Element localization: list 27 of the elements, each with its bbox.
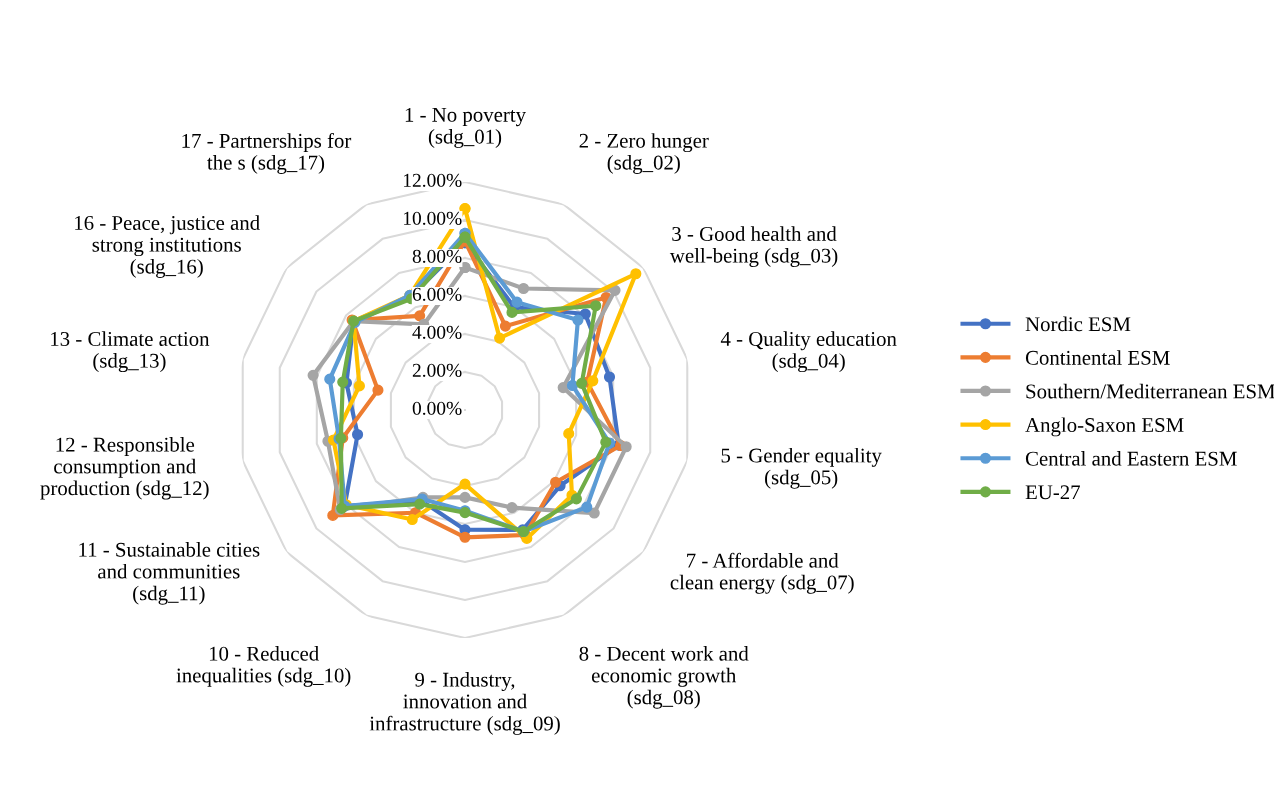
- legend-label: Continental ESM: [1025, 350, 1170, 365]
- y-tick-label: 6.00%: [412, 287, 462, 301]
- spoke-label: 3 - Good health and well-being (sdg_03): [669, 226, 838, 267]
- legend-label: Central and Eastern ESM: [1025, 451, 1237, 466]
- y-tick-label: 0.00%: [412, 401, 462, 415]
- spoke-label: 13 - Climate action (sdg_13): [51, 331, 210, 373]
- spoke-label: 5 - Gender equality (sdg_05): [721, 447, 882, 489]
- spoke-label: 16 - Peace, justice and strong institutions (sdg_16): [75, 215, 260, 278]
- legend-label: Anglo-Saxon ESM: [1025, 417, 1184, 437]
- legend-label: Southern/Mediterranean ESM: [1026, 383, 1274, 399]
- y-tick-label: 10.00%: [403, 211, 462, 225]
- spoke-label: 4 - Quality education (sdg_04): [720, 331, 897, 373]
- y-tick-label: 4.00%: [412, 325, 462, 339]
- spoke-label: 8 - Decent work and economic growth (sdg_08): [579, 646, 749, 709]
- legend-label: EU-27: [1025, 485, 1080, 500]
- spoke-label: 9 - Industry, innovation and infrastructure (sdg_09): [369, 672, 560, 735]
- y-tick-label: 2.00%: [412, 363, 462, 377]
- spoke-label: 10 - Reduced inequalities (sdg_10): [176, 646, 351, 687]
- y-tick-label: 12.00%: [403, 173, 462, 187]
- spoke-label: 17 - Partnerships for the s (sdg_17): [182, 132, 352, 174]
- legend-label: Nordic ESM: [1025, 316, 1131, 332]
- spoke-label: 2 - Zero hunger (sdg_02): [579, 133, 709, 174]
- spoke-label: 11 - Sustainable cities and communities (sdg_11): [79, 542, 260, 605]
- y-tick-label: 8.00%: [412, 249, 462, 263]
- spoke-label: 12 - Responsible consumption and production (sdg_12): [40, 437, 209, 500]
- spoke-label: 1 - No poverty (sdg_01): [405, 107, 526, 148]
- spoke-label: 7 - Affordable and clean energy (sdg_07): [670, 552, 854, 594]
